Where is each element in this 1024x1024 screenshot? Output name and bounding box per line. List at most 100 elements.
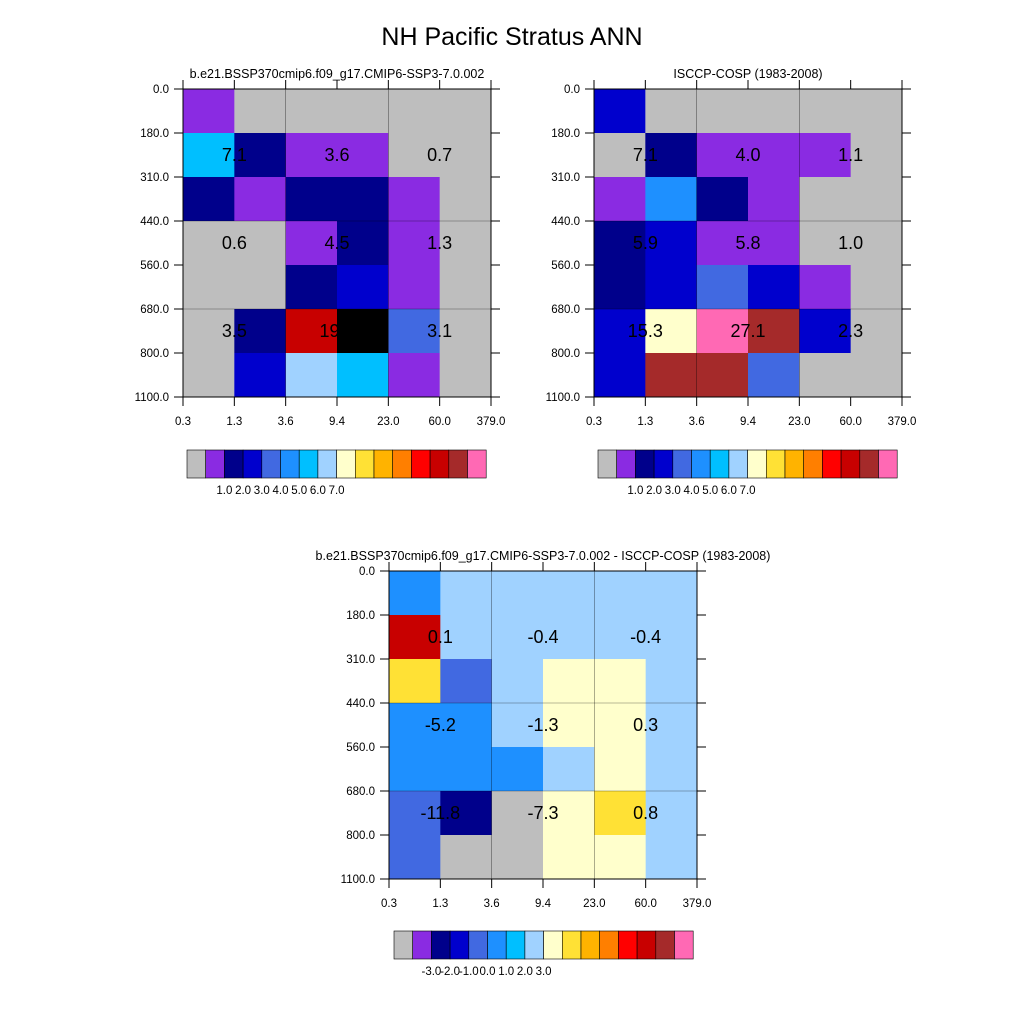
- panel-title: b.e21.BSSP370cmip6.f09_g17.CMIP6-SSP3-7.…: [190, 67, 485, 81]
- heatmap-cell: [491, 571, 544, 616]
- colorbar-swatch: [728, 449, 748, 479]
- heatmap-cell: [594, 835, 647, 880]
- panels: b.e21.BSSP370cmip6.f09_g17.CMIP6-SSP3-7.…: [135, 67, 917, 978]
- heatmap-panel-2: ISCCP-COSP (1983-2008) 0.0 180.0 310.0 440.0…: [546, 67, 917, 497]
- heatmap-cell: [645, 89, 698, 134]
- x-tick-label: 9.4: [329, 416, 346, 428]
- data-label: 1.1: [838, 145, 863, 165]
- colorbar-swatch: [393, 930, 414, 960]
- panel-title: b.e21.BSSP370cmip6.f09_g17.CMIP6-SSP3-7.…: [316, 549, 771, 563]
- heatmap-cell: [183, 353, 235, 398]
- y-tick-label: 1100.0: [546, 392, 580, 404]
- heatmap-cell: [799, 309, 852, 354]
- heatmap-cell: [389, 615, 441, 660]
- heatmap-cell: [183, 133, 235, 178]
- colorbar-label: 3.0: [665, 485, 681, 497]
- heatmap-cell: [285, 221, 338, 266]
- heatmap-cell: [285, 309, 338, 354]
- colorbar-swatch: [747, 449, 767, 479]
- heatmap-cell: [645, 177, 698, 222]
- y-tick-label: 180.0: [346, 610, 375, 622]
- colorbar-swatch: [859, 449, 879, 479]
- heatmap-cell: [696, 265, 749, 310]
- heatmap-cell: [696, 309, 749, 354]
- heatmap-cell: [850, 353, 903, 398]
- heatmap-cell: [183, 309, 235, 354]
- colorbar-swatch: [803, 449, 823, 479]
- heatmap-cell: [285, 265, 338, 310]
- data-label: -0.4: [527, 627, 558, 647]
- colorbar-label: 3.0: [254, 485, 270, 497]
- colorbar-swatch: [636, 930, 657, 960]
- heatmap-cell: [799, 221, 852, 266]
- x-tick-label: 9.4: [740, 416, 757, 428]
- heatmap-cell: [645, 747, 698, 792]
- data-label: 3.6: [324, 145, 349, 165]
- colorbar-swatch: [467, 449, 487, 479]
- colorbar-label: 3.0: [536, 966, 552, 978]
- heatmap-cell: [285, 133, 338, 178]
- heatmap-cell: [337, 309, 389, 354]
- heatmap-cell: [234, 177, 287, 222]
- colorbar-label: 5.0: [702, 485, 718, 497]
- heatmap-cell: [337, 265, 389, 310]
- colorbar-label: 5.0: [291, 485, 307, 497]
- colorbar-label: 2.0: [517, 966, 533, 978]
- panel-title: ISCCP-COSP (1983-2008): [673, 67, 822, 81]
- colorbar-label: 7.0: [329, 485, 345, 497]
- colorbar-swatch: [205, 449, 225, 479]
- y-tick-label: 310.0: [346, 654, 375, 666]
- heatmap-cell: [594, 353, 646, 398]
- heatmap-cell: [388, 265, 441, 310]
- y-tick-label: 0.0: [359, 566, 375, 578]
- heatmap-cell: [440, 571, 493, 616]
- colorbar-label: 6.0: [721, 485, 737, 497]
- y-tick-label: 680.0: [346, 786, 375, 798]
- data-label: 27.1: [730, 321, 765, 341]
- data-label: 0.3: [633, 715, 658, 735]
- y-tick-label: 440.0: [140, 216, 169, 228]
- heatmap-cell: [440, 703, 493, 748]
- y-tick-label: 800.0: [551, 348, 580, 360]
- heatmap-cell: [799, 89, 852, 134]
- heatmap-cell: [234, 353, 287, 398]
- heatmap-cell: [234, 221, 287, 266]
- y-tick-label: 680.0: [551, 304, 580, 316]
- data-label: 7.1: [222, 145, 247, 165]
- colorbar-swatch: [224, 449, 244, 479]
- heatmap-cell: [594, 221, 646, 266]
- heatmap-cell: [645, 133, 698, 178]
- x-tick-label: 60.0: [634, 898, 656, 910]
- colorbar-swatch: [524, 930, 544, 960]
- colorbar-swatch: [261, 449, 281, 479]
- colorbar-swatch: [580, 930, 601, 960]
- heatmap-cell: [440, 835, 493, 880]
- y-tick-label: 310.0: [140, 172, 169, 184]
- heatmap-cell: [337, 353, 389, 398]
- y-tick-label: 180.0: [551, 128, 580, 140]
- data-label: 15.3: [628, 321, 663, 341]
- data-label: 5.8: [735, 233, 760, 253]
- x-tick-label: 1.3: [637, 416, 653, 428]
- x-tick-label: 9.4: [535, 898, 552, 910]
- heatmap-cell: [337, 89, 389, 134]
- colorbar-swatch: [392, 449, 412, 479]
- heatmap-cell: [799, 265, 852, 310]
- colorbar-swatch: [597, 449, 618, 479]
- colorbar-swatch: [840, 449, 861, 479]
- heatmap-cell: [439, 221, 492, 266]
- x-tick-label: 23.0: [583, 898, 605, 910]
- heatmap-cell: [645, 615, 698, 660]
- heatmap-cell: [234, 265, 287, 310]
- heatmap-cell: [594, 133, 646, 178]
- heatmap-cell: [285, 177, 338, 222]
- heatmap-cell: [645, 221, 698, 266]
- heatmap-cell: [799, 177, 852, 222]
- colorbar-swatch: [616, 449, 636, 479]
- data-label: 3.5: [222, 321, 247, 341]
- x-tick-label: 23.0: [788, 416, 810, 428]
- heatmap-cell: [594, 571, 647, 616]
- colorbar-swatch: [412, 930, 432, 960]
- heatmap-cell: [388, 177, 441, 222]
- heatmap-cell: [491, 747, 544, 792]
